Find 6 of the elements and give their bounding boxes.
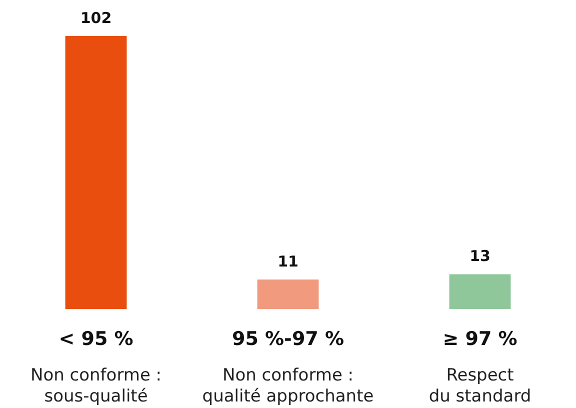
data-label: 102 bbox=[80, 8, 112, 27]
x-tick-label: ≥ 97 % Respect du standard bbox=[428, 328, 532, 406]
data-label: 13 bbox=[470, 247, 490, 266]
x-tick-label: 95 %-97 % Non conforme : qualité approchante bbox=[202, 328, 374, 406]
data-label: 11 bbox=[278, 252, 298, 270]
x-tick-label: < 95 % Non conforme : sous-qualité bbox=[30, 328, 162, 406]
